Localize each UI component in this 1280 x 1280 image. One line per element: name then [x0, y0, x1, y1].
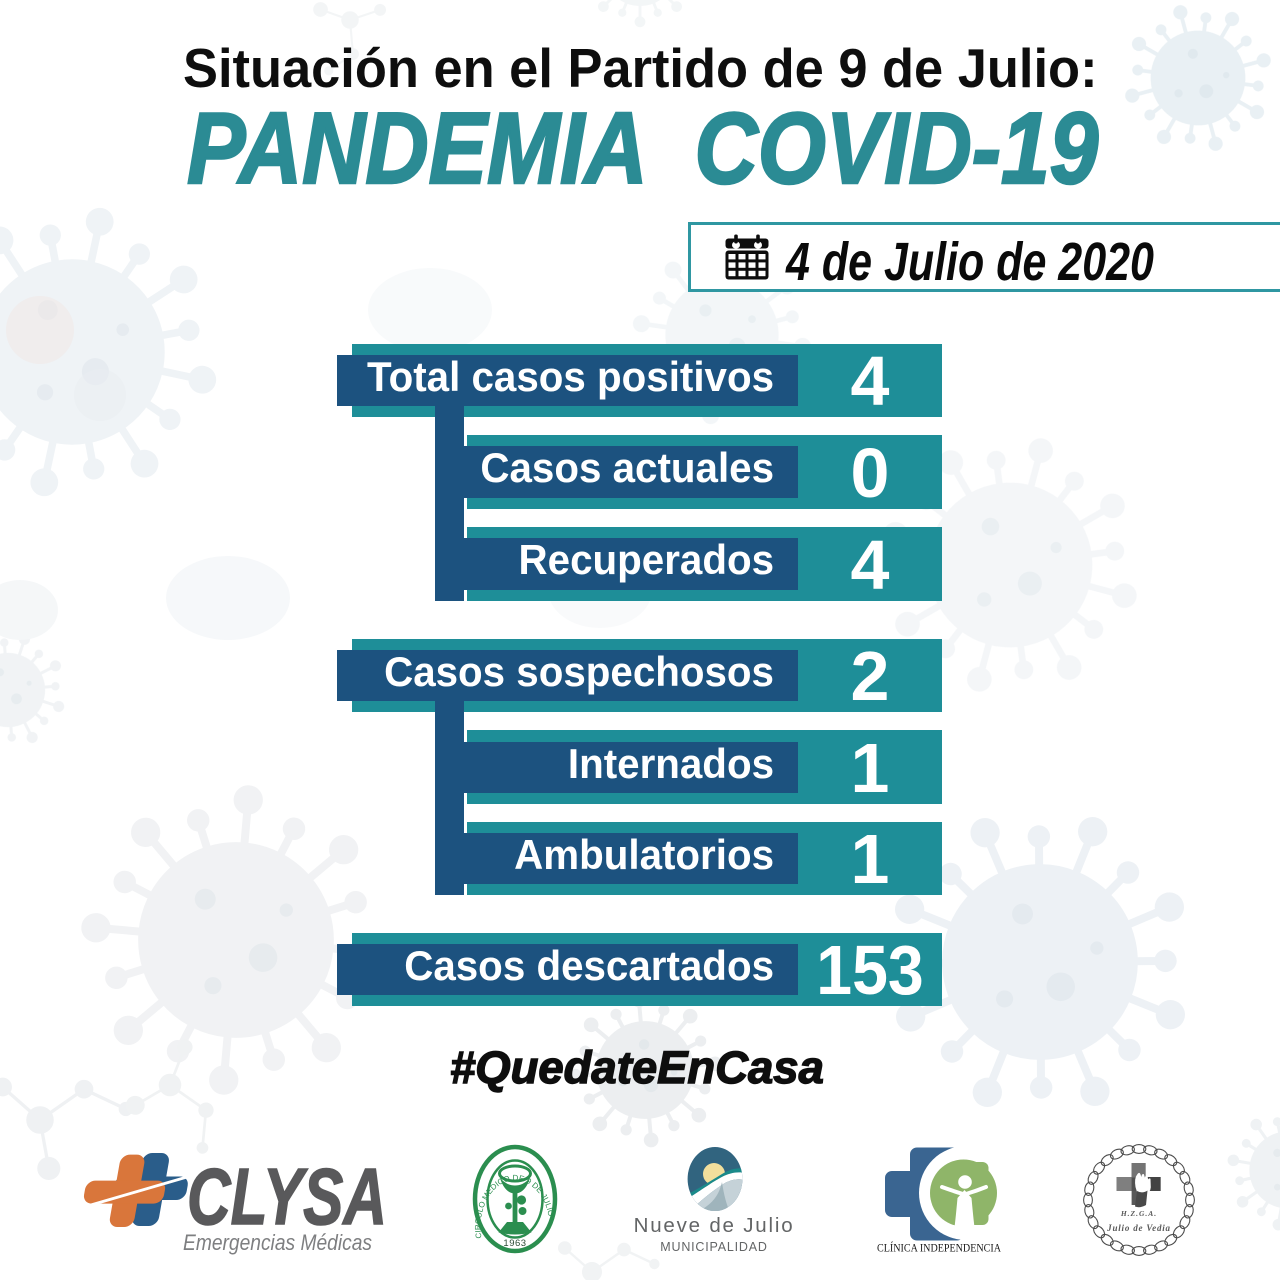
- svg-text:CLYSA: CLYSA: [187, 1152, 387, 1241]
- svg-text:MUNICIPALIDAD: MUNICIPALIDAD: [660, 1240, 767, 1254]
- svg-text:1963: 1963: [503, 1238, 526, 1249]
- svg-text:Emergencias Médicas: Emergencias Médicas: [183, 1230, 372, 1255]
- svg-text:CLÍNICA INDEPENDENCIA: CLÍNICA INDEPENDENCIA: [877, 1241, 1001, 1255]
- svg-text:Nueve de Julio: Nueve de Julio: [634, 1214, 795, 1237]
- svg-text:H.Z.G.A.: H.Z.G.A.: [1120, 1209, 1157, 1218]
- svg-text:Julio de Vedia: Julio de Vedia: [1106, 1223, 1171, 1233]
